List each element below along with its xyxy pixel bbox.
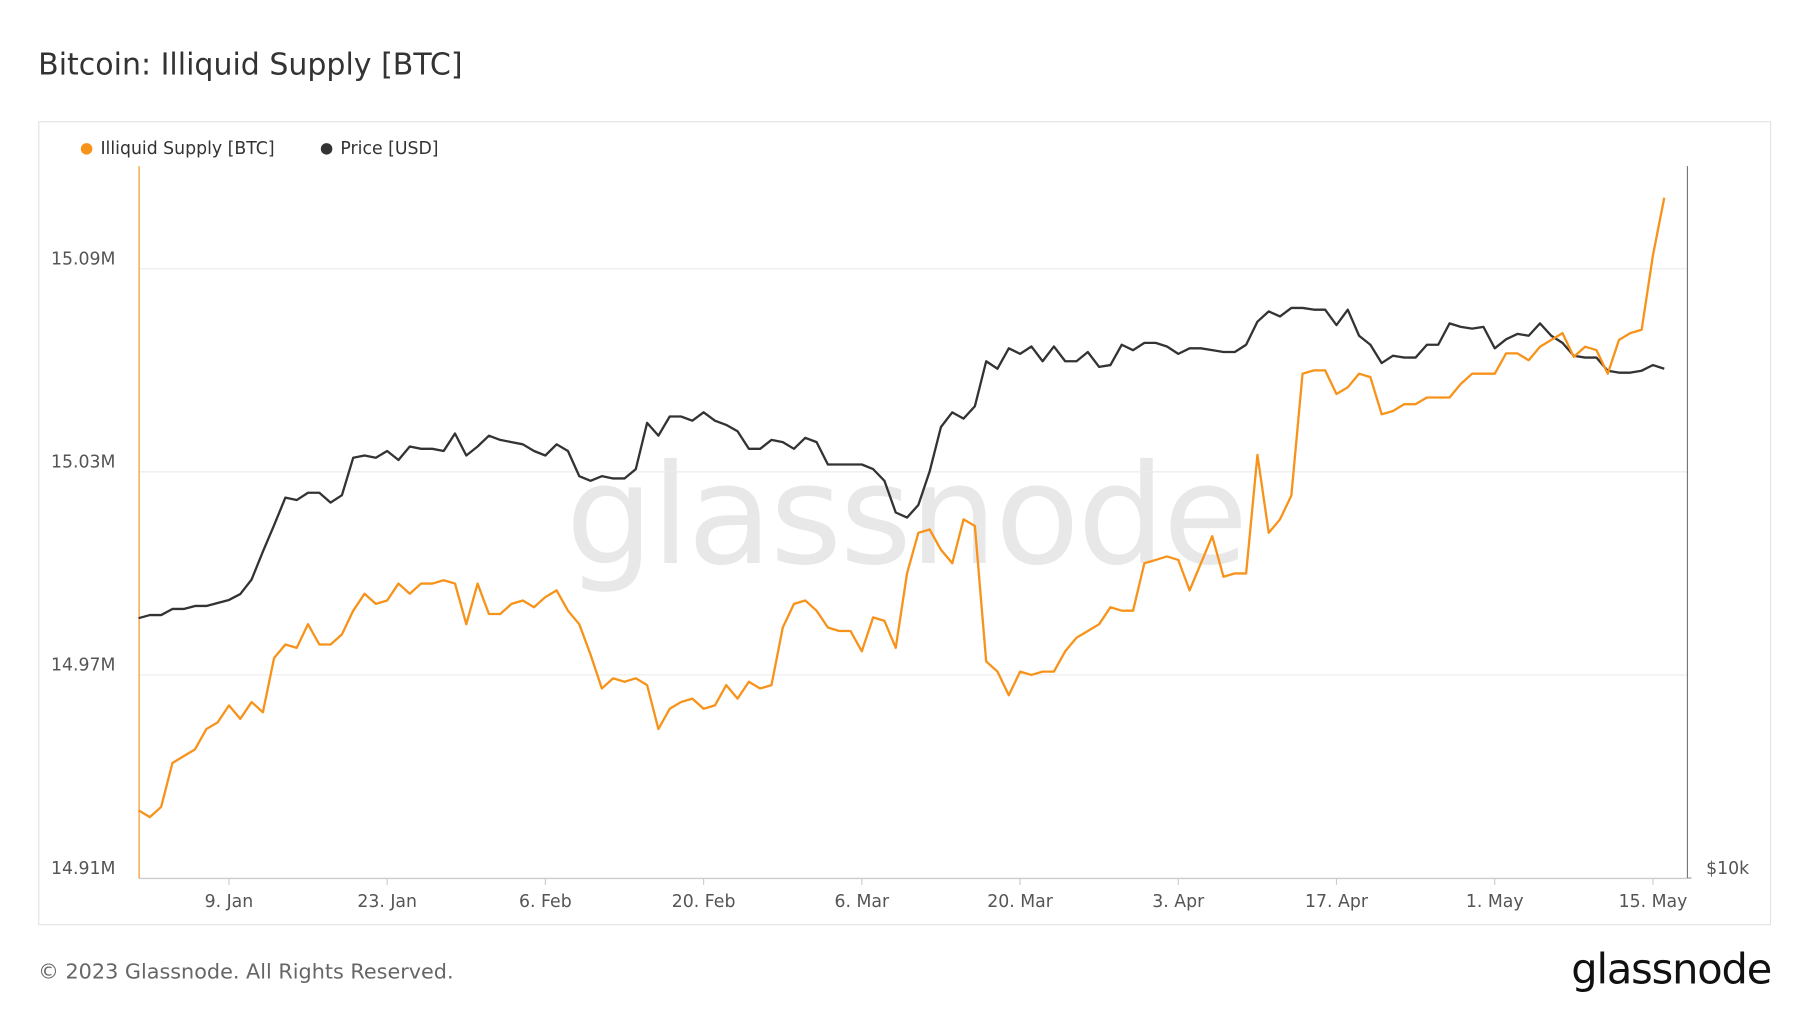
watermark: glassnode	[566, 434, 1246, 596]
y-tick-label: 15.03M	[51, 453, 115, 473]
x-tick-label: 20. Feb	[672, 892, 736, 912]
plot	[137, 197, 1666, 819]
footer: © 2023 Glassnode. All Rights Reserved.	[38, 960, 453, 984]
x-tick-label: 9. Jan	[205, 892, 254, 912]
x-tick-label: 3. Apr	[1152, 892, 1205, 912]
y-tick-label: 14.91M	[51, 859, 115, 879]
x-tick-label: 17. Apr	[1305, 892, 1369, 912]
logo: glassnode	[1571, 945, 1771, 994]
y2-tick-label: $10k	[1706, 859, 1749, 879]
legend-marker	[320, 143, 333, 155]
y-tick-label: 14.97M	[51, 656, 115, 676]
x-tick-label: 20. Mar	[987, 892, 1054, 912]
legend-label: Price [USD]	[340, 139, 438, 159]
chart-frame	[38, 121, 1772, 926]
x-tick-label: 6. Feb	[519, 892, 572, 912]
y-tick-label: 15.09M	[51, 250, 115, 270]
grid: 14.91M 14.97M 15.03M 15.09M $10k 9. Jan 23. Ja…	[51, 166, 1749, 912]
x-tick-label: 15. May	[1619, 892, 1688, 912]
chart-title: Bitcoin: Illiquid Supply [BTC]	[38, 47, 462, 82]
series-line	[138, 306, 1665, 620]
series-line	[137, 197, 1666, 819]
legend-marker	[80, 143, 93, 155]
legend-label: Illiquid Supply [BTC]	[100, 139, 274, 159]
x-tick-label: 6. Mar	[835, 892, 891, 912]
x-tick-label: 1. May	[1466, 892, 1524, 912]
x-tick-label: 23. Jan	[357, 892, 417, 912]
